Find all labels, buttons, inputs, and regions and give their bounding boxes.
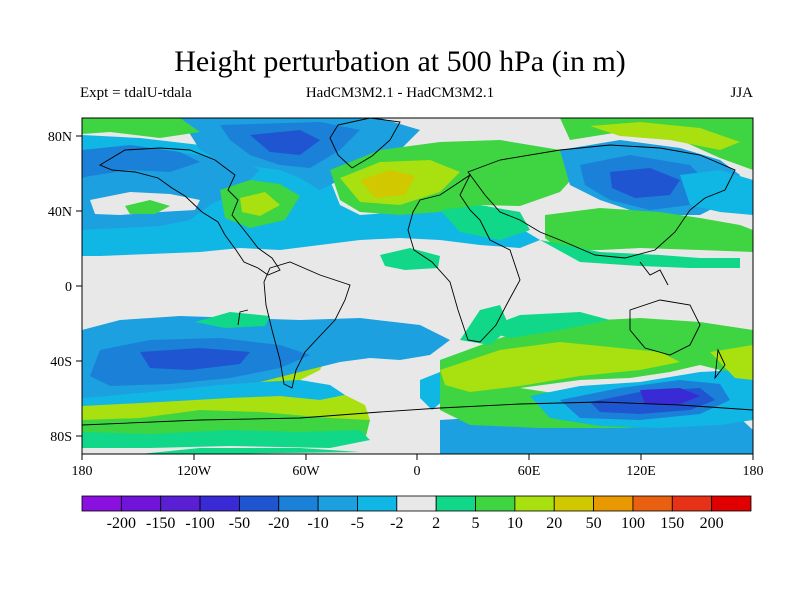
contour-shade — [195, 312, 270, 328]
x-tick-label: 120E — [626, 464, 656, 479]
colorbar-label: -5 — [351, 515, 364, 532]
colorbar-label: -100 — [185, 515, 214, 532]
colorbar-swatch — [593, 495, 634, 512]
colorbar-swatch — [120, 495, 162, 512]
contour-shade — [140, 448, 360, 454]
contour-field — [82, 118, 753, 454]
colorbar-swatch — [81, 495, 122, 512]
colorbar-swatch — [239, 495, 280, 512]
x-tick-label: 180 — [72, 464, 93, 479]
contour-shade — [520, 365, 720, 394]
colorbar: -200 -150 -100 -50 -20 -10 -5 -2 2 5 10 20 50 100 150 2… — [81, 495, 752, 532]
contour-shade — [240, 192, 280, 216]
colorbar-label: 150 — [660, 515, 684, 532]
colorbar-label: -10 — [307, 515, 328, 532]
colorbar-swatch — [671, 495, 713, 512]
colorbar-swatch — [357, 495, 398, 512]
colorbar-label: -20 — [268, 515, 289, 532]
y-axis-labels: 80N 40N 0 40S 80S — [48, 130, 72, 445]
contour-shade — [710, 345, 753, 380]
colorbar-swatch — [632, 495, 673, 512]
contour-shade — [360, 170, 415, 198]
colorbar-label: -2 — [390, 515, 403, 532]
colorbar-label: 5 — [472, 515, 480, 532]
y-tick-label: 80N — [48, 130, 72, 145]
colorbar-label: 2 — [432, 515, 440, 532]
contour-shade — [480, 312, 610, 338]
colorbar-label: 50 — [586, 515, 602, 532]
y-tick-label: 80S — [50, 430, 72, 445]
coastlines — [82, 118, 753, 426]
contour-shade — [380, 248, 440, 270]
contour-shade — [250, 130, 320, 155]
x-axis — [81, 454, 754, 460]
contour-shade — [440, 342, 680, 392]
contour-shade — [640, 388, 700, 404]
contour-shade — [140, 348, 250, 370]
x-tick-label: 60W — [292, 464, 320, 479]
colorbar-label: -50 — [229, 515, 250, 532]
contour-shade — [82, 430, 370, 448]
colorbar-swatch — [514, 495, 555, 512]
colorbar-swatch — [711, 495, 752, 512]
contour-shade — [440, 205, 530, 240]
colorbar-swatch — [160, 495, 201, 512]
colorbar-label: 20 — [546, 515, 562, 532]
y-axis — [76, 135, 82, 437]
colorbar-swatch — [278, 495, 319, 512]
colorbar-swatch — [317, 495, 358, 512]
contour-shade — [82, 118, 200, 138]
contour-shade — [545, 208, 753, 252]
x-axis-labels: 180 120W 60W 0 60E 120E 180 — [72, 464, 764, 479]
model-label: HadCM3M2.1 - HadCM3M2.1 — [305, 85, 495, 101]
contour-shade — [82, 380, 345, 406]
colorbar-label: 200 — [700, 515, 724, 532]
contour-shade — [125, 200, 170, 214]
colorbar-label: -200 — [107, 515, 136, 532]
colorbar-swatch — [199, 495, 240, 512]
plot-title: Height perturbation at 500 hPa (in m) — [174, 45, 626, 78]
y-tick-label: 40S — [50, 355, 72, 370]
x-tick-label: 180 — [743, 464, 764, 479]
colorbar-swatch — [435, 495, 476, 512]
contour-shade — [460, 305, 510, 345]
contour-shade — [610, 168, 680, 198]
colorbar-swatch — [396, 495, 437, 512]
experiment-label: Expt = tdalU-tdala — [80, 85, 192, 101]
colorbar-swatch — [553, 495, 594, 512]
x-tick-label: 0 — [414, 464, 421, 479]
y-tick-label: 40N — [48, 205, 72, 220]
contour-shade — [590, 122, 740, 150]
colorbar-label: 10 — [507, 515, 523, 532]
season-label: JJA — [730, 85, 753, 101]
colorbar-label: -150 — [146, 515, 175, 532]
x-tick-label: 60E — [518, 464, 541, 479]
colorbar-label: 100 — [621, 515, 645, 532]
y-tick-label: 0 — [65, 280, 72, 295]
colorbar-swatch — [475, 495, 516, 512]
x-tick-label: 120W — [177, 464, 212, 479]
